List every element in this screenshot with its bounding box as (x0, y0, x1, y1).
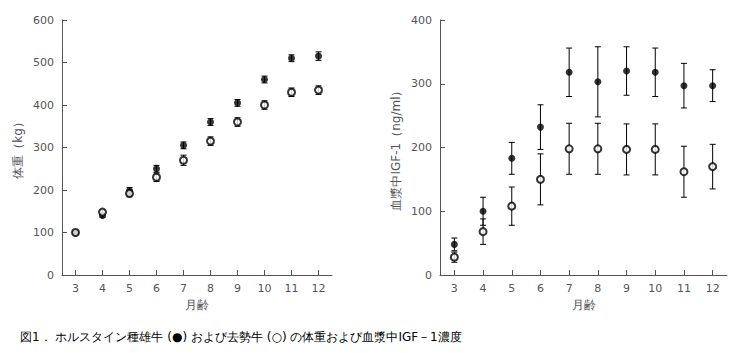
svg-text:7: 7 (566, 282, 573, 295)
svg-text:8: 8 (207, 282, 214, 295)
svg-text:4: 4 (480, 282, 487, 295)
svg-text:5: 5 (126, 282, 133, 295)
svg-text:300: 300 (33, 141, 54, 154)
svg-text:10: 10 (648, 282, 662, 295)
svg-text:400: 400 (33, 99, 54, 112)
svg-text:7: 7 (180, 282, 187, 295)
svg-text:0: 0 (425, 269, 432, 282)
svg-text:4: 4 (99, 282, 106, 295)
svg-text:10: 10 (258, 282, 272, 295)
svg-text:9: 9 (623, 282, 630, 295)
svg-text:5: 5 (508, 282, 515, 295)
svg-text:月齢: 月齢 (185, 298, 209, 312)
svg-text:11: 11 (285, 282, 299, 295)
svg-text:11: 11 (677, 282, 691, 295)
svg-text:400: 400 (411, 14, 432, 27)
svg-text:200: 200 (33, 184, 54, 197)
svg-text:月齢: 月齢 (572, 298, 596, 312)
svg-text:図1． ホルスタイン種雄牛 (●) および去勢牛 (○) の: 図1． ホルスタイン種雄牛 (●) および去勢牛 (○) の体重および血漿中IG… (20, 330, 462, 344)
svg-text:100: 100 (411, 205, 432, 218)
svg-text:12: 12 (706, 282, 720, 295)
svg-text:100: 100 (33, 226, 54, 239)
svg-text:3: 3 (72, 282, 79, 295)
svg-text:500: 500 (33, 56, 54, 69)
svg-text:12: 12 (312, 282, 326, 295)
svg-text:9: 9 (234, 282, 241, 295)
svg-text:300: 300 (411, 77, 432, 90)
svg-text:200: 200 (411, 141, 432, 154)
svg-text:体重（kg）: 体重（kg） (11, 116, 25, 179)
svg-text:血漿中IGF-1（ng/ml）: 血漿中IGF-1（ng/ml） (389, 85, 403, 211)
svg-text:8: 8 (594, 282, 601, 295)
svg-text:3: 3 (451, 282, 458, 295)
svg-text:6: 6 (153, 282, 160, 295)
svg-text:0: 0 (47, 269, 54, 282)
svg-text:600: 600 (33, 14, 54, 27)
svg-text:6: 6 (537, 282, 544, 295)
